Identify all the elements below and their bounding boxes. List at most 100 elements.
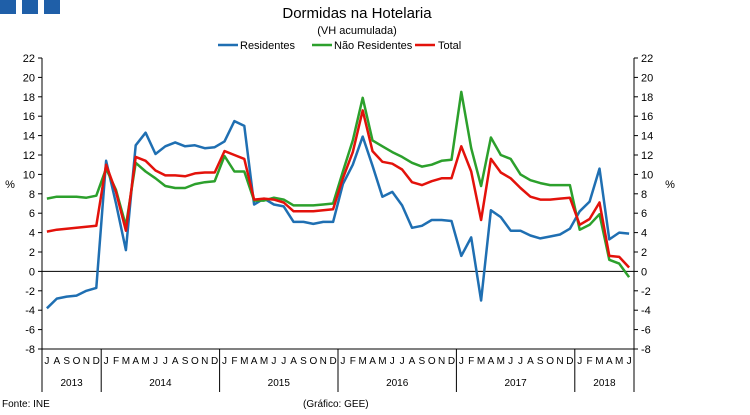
x-month-label: N xyxy=(438,356,445,367)
y-tick-label-right: 2 xyxy=(641,247,647,259)
chart-title: Dormidas na Hotelaria xyxy=(282,5,432,22)
footer-source: Fonte: INE xyxy=(2,399,50,410)
y-tick-label-right: 16 xyxy=(641,111,653,123)
x-month-label: A xyxy=(409,356,416,367)
y-tick-label-left: 4 xyxy=(29,228,35,240)
x-month-label: N xyxy=(201,356,208,367)
x-month-label: J xyxy=(104,356,109,367)
y-tick-label-right: -6 xyxy=(641,325,651,337)
x-month-label: J xyxy=(271,356,276,367)
brand-square-1 xyxy=(0,0,16,14)
x-month-label: S xyxy=(300,356,307,367)
y-tick-label-left: 2 xyxy=(29,247,35,259)
y-tick-label-right: -8 xyxy=(641,344,651,356)
x-month-label: A xyxy=(53,356,60,367)
y-tick-label-left: 10 xyxy=(23,169,35,181)
x-month-label: A xyxy=(132,356,139,367)
y-tick-label-left: 22 xyxy=(23,53,35,65)
x-month-label: M xyxy=(615,356,623,367)
legend-label-total: Total xyxy=(438,40,461,52)
y-axis-label-right: % xyxy=(665,179,675,191)
x-month-label: O xyxy=(73,356,81,367)
x-month-label: J xyxy=(508,356,513,367)
legend-label-nao-residentes: Não Residentes xyxy=(334,40,413,52)
x-month-label: D xyxy=(329,356,336,367)
footer-credit: (Gráfico: GEE) xyxy=(303,399,369,410)
x-month-label: J xyxy=(340,356,345,367)
x-month-label: F xyxy=(350,356,356,367)
y-tick-label-left: -8 xyxy=(25,344,35,356)
legend: Residentes Não Residentes Total xyxy=(218,40,461,52)
x-month-label: F xyxy=(587,356,593,367)
y-tick-label-left: -6 xyxy=(25,325,35,337)
series-line-nao-residentes xyxy=(46,90,631,278)
x-month-label: F xyxy=(113,356,119,367)
x-month-label: M xyxy=(122,356,130,367)
brand-square-2 xyxy=(22,0,38,14)
x-month-label: J xyxy=(518,356,523,367)
x-month-label: D xyxy=(93,356,100,367)
x-month-label: J xyxy=(163,356,168,367)
x-month-label: O xyxy=(546,356,554,367)
y-tick-label-right: 22 xyxy=(641,53,653,65)
y-tick-label-right: 0 xyxy=(641,266,647,278)
x-month-label: N xyxy=(320,356,327,367)
y-tick-label-left: 12 xyxy=(23,150,35,162)
x-month-label: N xyxy=(556,356,563,367)
x-month-label: M xyxy=(260,356,268,367)
x-month-label: O xyxy=(191,356,199,367)
x-month-label: J xyxy=(400,356,405,367)
y-tick-label-left: 18 xyxy=(23,92,35,104)
x-month-label: A xyxy=(488,356,495,367)
x-month-label: O xyxy=(428,356,436,367)
y-tick-label-right: 12 xyxy=(641,150,653,162)
y-tick-label-right: 20 xyxy=(641,72,653,84)
y-tick-label-right: 10 xyxy=(641,169,653,181)
x-month-label: J xyxy=(459,356,464,367)
y-tick-label-left: 16 xyxy=(23,111,35,123)
x-month-label: J xyxy=(627,356,632,367)
x-month-label: F xyxy=(231,356,237,367)
year-label: 2017 xyxy=(504,378,527,389)
x-month-label: S xyxy=(182,356,189,367)
y-tick-label-left: 0 xyxy=(29,266,35,278)
x-month-label: D xyxy=(566,356,573,367)
x-month-label: M xyxy=(358,356,366,367)
y-tick-label-left: 14 xyxy=(23,131,35,143)
y-tick-label-left: 8 xyxy=(29,189,35,201)
brand-square-3 xyxy=(44,0,60,14)
y-tick-label-right: -2 xyxy=(641,286,651,298)
x-month-label: A xyxy=(369,356,376,367)
year-label: 2014 xyxy=(149,378,172,389)
x-month-label: O xyxy=(309,356,317,367)
y-tick-label-left: 20 xyxy=(23,72,35,84)
x-month-label: A xyxy=(527,356,534,367)
series-line-total xyxy=(46,109,631,269)
x-month-label: J xyxy=(44,356,49,367)
y-axis-label-left: % xyxy=(5,179,15,191)
x-month-label: M xyxy=(141,356,149,367)
y-tick-label-left: -2 xyxy=(25,286,35,298)
y-tick-label-right: 18 xyxy=(641,92,653,104)
x-month-label: A xyxy=(290,356,297,367)
x-month-label: S xyxy=(537,356,544,367)
x-month-label: F xyxy=(468,356,474,367)
x-month-label: A xyxy=(172,356,179,367)
x-month-label: M xyxy=(497,356,505,367)
year-label: 2016 xyxy=(386,378,409,389)
x-month-label: M xyxy=(240,356,248,367)
series-line-residentes xyxy=(46,119,630,310)
x-month-label: J xyxy=(222,356,227,367)
y-tick-label-left: 6 xyxy=(29,208,35,220)
x-month-label: S xyxy=(419,356,426,367)
y-tick-label-right: 6 xyxy=(641,208,647,220)
x-month-label: D xyxy=(211,356,218,367)
x-month-label: D xyxy=(448,356,455,367)
y-tick-label-right: 14 xyxy=(641,131,653,143)
y-tick-label-right: 4 xyxy=(641,228,647,240)
legend-label-residentes: Residentes xyxy=(240,40,296,52)
year-label: 2015 xyxy=(268,378,291,389)
x-month-label: A xyxy=(251,356,258,367)
y-tick-label-right: 8 xyxy=(641,189,647,201)
